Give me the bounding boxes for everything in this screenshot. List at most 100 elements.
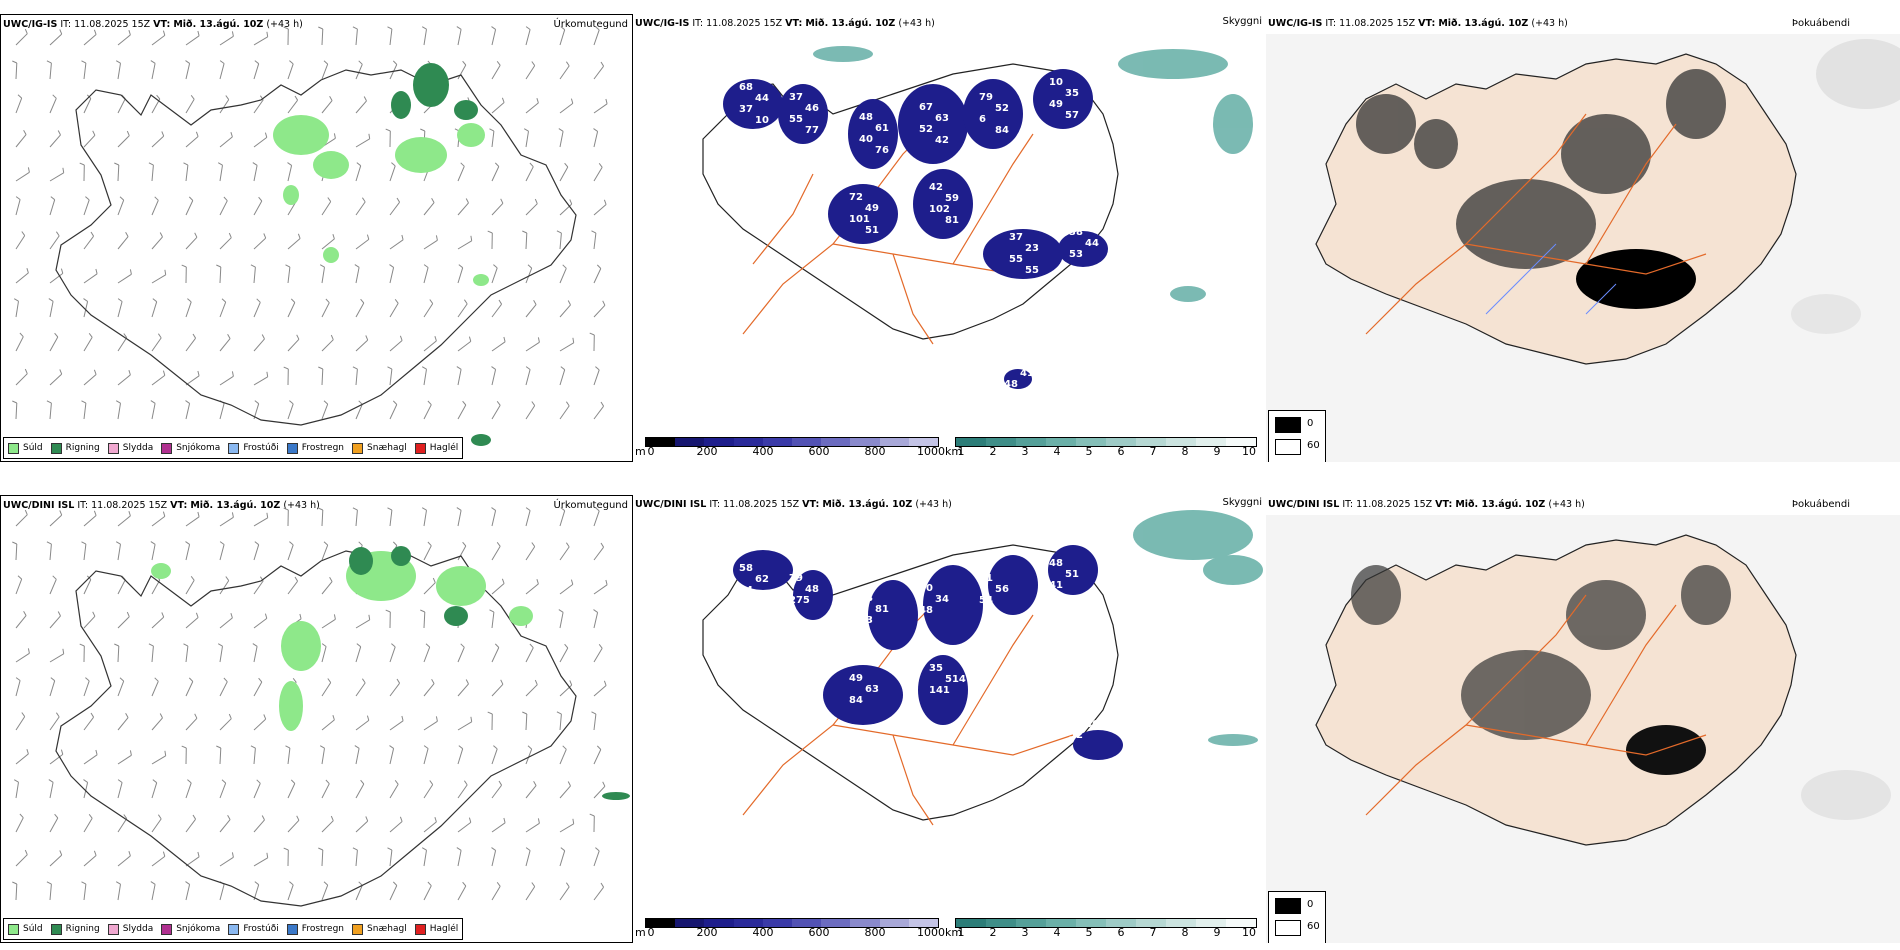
wind-barb-flag bbox=[285, 745, 291, 749]
cloud-base-label: 141 bbox=[929, 685, 950, 696]
precip-map bbox=[12, 507, 630, 907]
cloud-base-label: 52 bbox=[1069, 730, 1083, 741]
cloud-base-label: 58 bbox=[739, 563, 753, 574]
wind-barb-flag bbox=[128, 851, 131, 857]
wind-barb bbox=[49, 63, 52, 80]
precip-legend-swatch bbox=[352, 442, 364, 454]
wind-barb bbox=[593, 405, 604, 420]
wind-barb bbox=[83, 754, 98, 765]
wind-barb-flag bbox=[501, 578, 505, 584]
wind-barb-flag bbox=[19, 332, 24, 338]
wind-barb bbox=[355, 64, 363, 80]
wind-barb bbox=[117, 680, 125, 697]
wind-barb-flag bbox=[162, 511, 166, 517]
colorbar-tick: 800 bbox=[864, 926, 886, 939]
wind-barb-flag bbox=[85, 677, 90, 682]
wind-barb-flag bbox=[185, 541, 190, 545]
precip-legend-item: Frostregn bbox=[286, 442, 344, 454]
cloud-labels: 58 79 68 70 71 48 49 35 64 60 76 62 48 81 34 56 51 63 514 6… bbox=[739, 558, 1099, 860]
wind-barb-flag bbox=[319, 745, 325, 749]
wind-barb-flag bbox=[266, 852, 269, 858]
wind-barb bbox=[423, 202, 435, 216]
wind-barb bbox=[525, 166, 534, 182]
wind-barb-flag bbox=[354, 264, 360, 268]
wind-barb bbox=[49, 817, 59, 833]
wind-barb bbox=[389, 29, 393, 46]
wind-barb-flag bbox=[150, 60, 156, 64]
cloud-base-label: 71 bbox=[979, 573, 993, 584]
wind-barb-flag bbox=[48, 298, 54, 302]
wind-barb bbox=[219, 375, 234, 386]
wind-barb bbox=[457, 202, 469, 216]
wind-barb-flag bbox=[256, 779, 261, 784]
wind-barb-flag bbox=[117, 298, 123, 302]
wind-barb-flag bbox=[115, 881, 121, 885]
wind-barb-flag bbox=[537, 818, 540, 824]
wind-barb bbox=[389, 784, 399, 799]
wind-barb bbox=[219, 646, 223, 663]
wind-barb bbox=[491, 131, 495, 148]
cloud-base-label: 46 bbox=[1085, 719, 1099, 730]
wind-barb bbox=[355, 138, 370, 148]
wind-barb bbox=[525, 341, 540, 352]
wind-barb bbox=[151, 515, 166, 527]
wind-barb bbox=[117, 63, 121, 80]
cloud-base-label: 44 bbox=[755, 93, 769, 104]
wind-barb bbox=[491, 166, 500, 182]
wind-barb-flag bbox=[290, 779, 296, 784]
wind-barb bbox=[253, 517, 268, 527]
wind-barb bbox=[525, 203, 538, 216]
wind-barb bbox=[219, 617, 233, 629]
cloud-base-label: 49 bbox=[865, 203, 879, 214]
wind-barb-flag bbox=[152, 779, 158, 784]
wind-barb bbox=[525, 546, 536, 561]
wind-barb bbox=[525, 822, 540, 833]
wind-barb-flag bbox=[81, 541, 87, 545]
wind-barb bbox=[457, 850, 462, 867]
cloud-panel-row2: UWC/DINI ISL IT: 11.08.2025 15Z VT: Mið.… bbox=[633, 495, 1266, 943]
precip-legend-label: Snjókoma bbox=[176, 443, 221, 453]
wind-barb bbox=[457, 240, 472, 250]
wind-barb bbox=[83, 855, 97, 867]
wind-barb-flag bbox=[289, 541, 294, 546]
wind-barb-flag bbox=[427, 400, 432, 406]
wind-barb bbox=[83, 544, 87, 561]
wind-barb bbox=[457, 545, 467, 561]
wind-barb-flag bbox=[126, 130, 130, 136]
wind-barb bbox=[355, 369, 358, 386]
wind-barb bbox=[593, 785, 606, 799]
wind-barb bbox=[491, 29, 497, 46]
wind-barb-flag bbox=[487, 230, 493, 234]
colorbar-segment bbox=[1196, 438, 1226, 446]
wind-barb bbox=[253, 267, 256, 284]
wind-barb-flag bbox=[389, 745, 394, 749]
cloud-base-label: 48 bbox=[919, 605, 933, 616]
wind-barb-flag bbox=[387, 847, 393, 851]
wind-barb-flag bbox=[420, 609, 426, 613]
wind-barb-flag bbox=[114, 162, 120, 166]
wind-barb-flag bbox=[185, 60, 190, 64]
wind-barb bbox=[355, 719, 370, 731]
wind-barb-flag bbox=[299, 613, 302, 619]
wind-barb-flag bbox=[605, 98, 608, 104]
wind-barb bbox=[15, 272, 29, 284]
colorbar-segment bbox=[1016, 919, 1046, 927]
wind-barb-flag bbox=[115, 541, 121, 545]
wind-barb-flag bbox=[391, 162, 396, 167]
wind-barb bbox=[593, 103, 608, 114]
wind-barb bbox=[321, 618, 336, 629]
wind-barb-flag bbox=[572, 818, 575, 824]
wind-barb bbox=[457, 821, 472, 833]
colorbar-segment bbox=[1046, 919, 1076, 927]
wind-barb-flag bbox=[421, 366, 427, 370]
wind-barb bbox=[457, 683, 469, 697]
wind-barb-flag bbox=[399, 335, 403, 341]
wind-barb bbox=[49, 134, 61, 148]
wind-barb bbox=[389, 850, 393, 867]
cloud-base-label: 275 bbox=[789, 595, 810, 606]
wind-barb bbox=[355, 510, 358, 527]
wind-barb-flag bbox=[256, 298, 261, 303]
wind-barb bbox=[49, 615, 61, 629]
wind-barb bbox=[321, 748, 325, 765]
wind-barb-flag bbox=[329, 95, 333, 101]
